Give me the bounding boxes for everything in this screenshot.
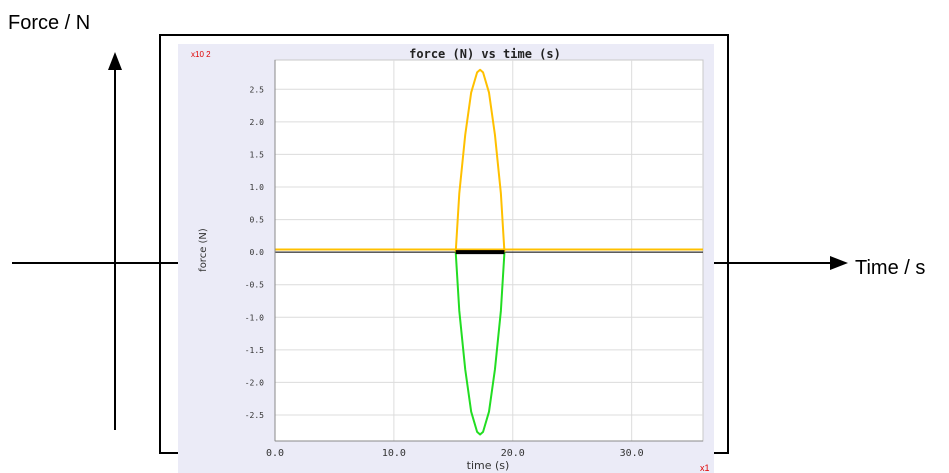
x-axis-label: time (s) xyxy=(467,459,510,472)
x-tick-label: 20.0 xyxy=(501,448,525,459)
x-tick-labels: 0.0 10.0 20.0 30.0 xyxy=(266,448,644,459)
x-multiplier: x1 xyxy=(700,463,710,473)
x-tick-label: 30.0 xyxy=(620,448,644,459)
y-axis-label: force (N) xyxy=(198,228,209,272)
y-tick-label: -1.0 xyxy=(245,313,264,322)
outer-x-axis-label: Time / s xyxy=(855,257,926,279)
outer-y-axis-arrow xyxy=(108,52,122,70)
x-tick-label: 0.0 xyxy=(266,448,284,459)
y-tick-label: -2.0 xyxy=(245,378,264,387)
outer-y-axis-label: Force / N xyxy=(8,12,91,34)
y-tick-label: -1.5 xyxy=(245,346,264,355)
y-multiplier: x10 2 xyxy=(191,50,211,59)
y-tick-label: 0.5 xyxy=(250,216,265,225)
y-tick-labels: 2.5 2.0 1.5 1.0 0.5 0.0 -0.5 -1.0 -1.5 -2.0 -2.5 xyxy=(245,85,264,420)
y-tick-label: -0.5 xyxy=(245,281,264,290)
y-tick-label: 1.5 xyxy=(250,150,265,159)
y-tick-label: 2.0 xyxy=(250,118,265,127)
chart-title: force (N) vs time (s) xyxy=(409,47,561,61)
y-tick-label: 0.0 xyxy=(250,248,265,257)
outer-x-axis-arrow xyxy=(830,256,848,270)
y-tick-label: -2.5 xyxy=(245,411,264,420)
series-line-1 xyxy=(454,68,506,253)
series-group xyxy=(275,68,703,436)
x-tick-label: 10.0 xyxy=(382,448,406,459)
y-tick-label: 1.0 xyxy=(250,183,265,192)
y-tick-label: 2.5 xyxy=(250,85,265,94)
series-line-2 xyxy=(454,252,506,436)
